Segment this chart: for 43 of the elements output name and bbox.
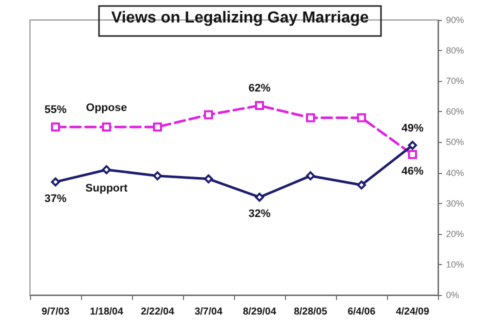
y-tick-label: 20% — [446, 228, 464, 239]
x-tick-label: 6/4/06 — [348, 306, 376, 318]
point — [204, 110, 213, 120]
point — [51, 177, 60, 186]
chart-title: Views on Legalizing Gay Marriage — [111, 10, 369, 26]
data-label: 32% — [248, 208, 271, 220]
y-tick-label: 60% — [446, 106, 464, 117]
x-tick-label: 2/22/04 — [140, 306, 175, 318]
data-label: 37% — [44, 192, 67, 205]
x-tick-label: 3/7/04 — [194, 306, 223, 318]
x-tick-label: 8/29/04 — [242, 306, 277, 318]
x-tick-label: 8/28/05 — [294, 306, 328, 318]
y-tick-label: 30% — [446, 198, 464, 208]
point — [306, 171, 315, 180]
point — [51, 122, 60, 132]
data-label: 62% — [248, 82, 271, 95]
y-tick-label: 80% — [446, 46, 464, 56]
point — [153, 171, 162, 180]
x-tick-label: 4/24/09 — [396, 306, 430, 318]
point — [102, 122, 111, 132]
data-label: 46% — [401, 165, 424, 178]
x-tick-label: 9/7/03 — [42, 306, 70, 318]
point — [204, 174, 213, 184]
point — [408, 150, 417, 159]
y-tick-label: 50% — [446, 137, 464, 148]
data-label: 49% — [401, 122, 424, 134]
series-label: Oppose — [86, 102, 127, 114]
x-tick-label: 1/18/04 — [90, 306, 124, 318]
y-tick-label: 70% — [446, 76, 464, 86]
point — [408, 140, 417, 150]
y-tick-label: 40% — [446, 168, 464, 178]
series-label: Support — [85, 182, 128, 195]
point — [102, 165, 111, 174]
point — [153, 122, 162, 132]
point — [255, 101, 264, 110]
y-tick-label: 90% — [446, 15, 464, 25]
y-tick-label: 10% — [446, 259, 464, 270]
point — [255, 192, 264, 202]
point — [306, 113, 315, 122]
y-tick-label: 0% — [446, 290, 460, 300]
data-label: 55% — [44, 104, 67, 116]
point — [357, 113, 366, 122]
point — [357, 180, 366, 190]
